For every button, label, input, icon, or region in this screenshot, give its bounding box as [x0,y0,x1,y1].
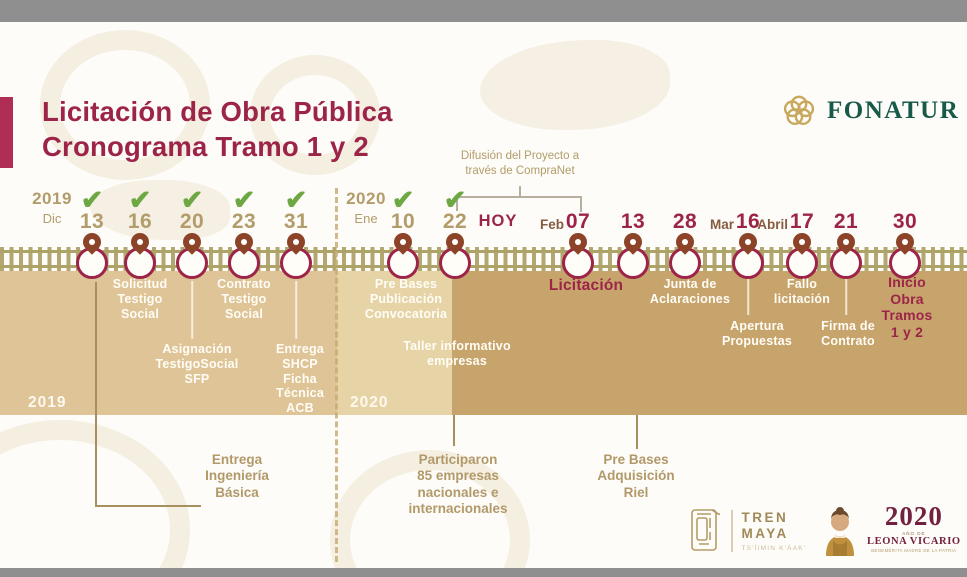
year-divider-dashed-line [335,188,338,562]
note-participaron: Participaron 85 empresas nacionales e in… [408,452,508,517]
band-2019 [0,271,337,415]
timeline-month-label: Abril [757,217,788,232]
title-line-1: Licitación de Obra Pública [42,96,393,127]
fonatur-wordmark: FONATUR [827,97,960,124]
timeline-date: 07 [565,210,591,233]
connector-line-ene22 [453,415,455,446]
timeline-date: 13 [79,210,105,233]
timeline-date: 30 [892,210,918,233]
tren-maya-emblem-icon [691,509,721,551]
band-2020 [337,271,452,415]
timeline-date: 20 [179,210,205,233]
band-year-2019: 2019 [28,394,67,411]
connector-line-feb13 [636,415,638,449]
year-label-2020: 2020 Ene [346,189,386,226]
connector-line-dic13-horizontal [95,505,201,507]
today-marker-label: HOY [478,212,518,230]
timeline-month-label: Feb [539,217,564,232]
fonatur-flower-icon [783,95,815,126]
milestone-label: Junta de Aclaraciones [649,277,731,306]
watermark-swirl [480,40,670,130]
milestone-connector-line [191,281,193,339]
timeline-date: 28 [672,210,698,233]
timeline-date: 17 [789,210,815,233]
milestone-check-icon: ✔ [232,185,256,215]
viewer-top-bar [0,0,967,22]
milestone-label: Inicio Obra Tramos 1 y 2 [881,274,933,340]
milestone-check-icon: ✔ [284,185,308,215]
milestone-label: Fallo licitación [773,277,831,306]
timeline-date: 16 [127,210,153,233]
milestone-connector-line [295,281,297,339]
title-line-2: Cronograma Tramo 1 y 2 [42,131,369,163]
band-upcoming [452,271,967,415]
milestone-connector-line [845,272,847,315]
milestone-label: Licitación [548,277,624,294]
difusion-note: Difusión del Proyecto a través de Compra… [460,150,580,177]
milestone-label: Contrato Testigo Social [217,277,271,321]
milestone-label: Pre Bases Publicación Convocatoria [364,277,448,321]
tren-maya-subtitle: TS'ÍIMIN K'ÁAK' [741,545,807,553]
milestone-check-icon: ✔ [443,185,467,215]
watermark-swirl [90,180,230,240]
leona-name: LEONA VICARIO [867,535,961,547]
leona-tagline: BENEMÉRITA MADRE DE LA PATRIA [871,547,957,553]
tren-maya-wordmark: TREN MAYA [741,509,789,541]
viewer-bottom-bar [0,568,967,577]
milestone-check-icon: ✔ [391,185,415,215]
timeline-date: 22 [442,210,468,233]
leona-pre: AÑO DE [902,530,926,536]
milestone-label: Firma de Contrato [821,319,875,348]
tren-maya-logo: TREN MAYA TS'ÍIMIN K'ÁAK' [690,508,806,554]
timeline-date: 31 [283,210,309,233]
leona-year: 2020 [884,501,943,531]
connector-line-dic13 [95,282,97,506]
timeline-date: 23 [231,210,257,233]
milestone-label: Solicitud Testigo Social [112,277,168,321]
note-prebases-riel: Pre Bases Adquisición Riel [597,452,675,500]
band-year-2020: 2020 [350,394,389,411]
year-label-2019: 2019 Dic [32,189,72,226]
milestone-label: Apertura Propuestas [721,319,793,348]
milestone-label: Asignación TestigoSocial SFP [155,342,239,386]
timeline-date: 21 [833,210,859,233]
note-entrega-ingenieria: Entrega Ingeniería Básica [205,452,269,500]
leona-vicario-portrait-icon [826,507,854,556]
milestone-connector-line [747,272,749,315]
title-accent-bar [0,97,13,168]
milestone-label: Entrega SHCP Ficha Técnica ACB [276,342,324,415]
fonatur-logo: FONATUR [780,92,959,130]
timeline-date: 13 [620,210,646,233]
timeline-month-label: Mar [709,217,734,232]
timeline-date: 16 [735,210,761,233]
timeline-date: 10 [390,210,416,233]
leona-vicario-logo: 2020 AÑO DE LEONA VICARIO BENEMÉRITA MAD… [820,501,961,558]
logo-divider [731,510,733,552]
milestone-label: Taller informativo empresas [403,339,511,368]
page-title: Licitación de Obra Pública Cronograma Tr… [42,94,393,164]
